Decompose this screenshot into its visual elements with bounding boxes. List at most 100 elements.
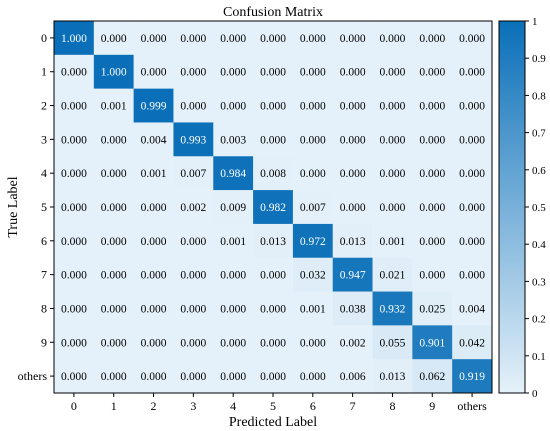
- heatmap-cell: [54, 257, 95, 292]
- heatmap-cell: [292, 190, 334, 225]
- y-axis-label: True Label: [6, 176, 21, 237]
- cell-value-label: 0.000: [419, 33, 445, 45]
- heatmap-cell: [213, 325, 254, 360]
- heatmap-cell: [412, 291, 453, 326]
- colorbar-tick-label: 0.6: [532, 165, 546, 177]
- cell-value-label: 0.000: [180, 371, 206, 383]
- colorbar-tick-label: 0.2: [532, 314, 546, 326]
- heatmap-cell: [213, 223, 254, 259]
- cell-value-label: 0.000: [300, 134, 326, 146]
- cell-value-label: 0.000: [61, 101, 87, 113]
- y-tick-label: 3: [41, 132, 47, 146]
- x-axis-label: Predicted Label: [229, 415, 317, 430]
- heatmap-cell: [133, 257, 174, 292]
- cell-value-label: 0.000: [419, 67, 445, 79]
- cell-value-label: 0.000: [260, 134, 286, 146]
- heatmap-cell: [332, 156, 373, 191]
- heatmap-cell: [253, 190, 294, 225]
- heatmap-cell: [93, 21, 134, 56]
- cell-value-label: 0.000: [260, 270, 286, 282]
- cell-value-label: 0.004: [459, 303, 485, 315]
- heatmap-cell: [213, 21, 254, 56]
- heatmap-cell: [93, 122, 134, 157]
- heatmap-cell: [452, 190, 493, 225]
- cell-value-label: 0.000: [101, 33, 127, 45]
- cell-value-label: 0.000: [141, 371, 167, 383]
- heatmap-cell: [253, 223, 294, 259]
- heatmap-cell: [372, 359, 413, 394]
- cell-value-label: 0.021: [380, 270, 406, 282]
- colorbar-tick-label: 0.5: [532, 202, 546, 214]
- cell-value-label: 0.972: [300, 236, 326, 248]
- cell-value-label: 0.001: [380, 236, 406, 248]
- cell-value-label: 0.000: [260, 33, 286, 45]
- heatmap-cell: [54, 54, 95, 89]
- cell-value-label: 0.000: [61, 236, 87, 248]
- heatmap-cell: [213, 88, 254, 123]
- heatmap-cell: [213, 359, 254, 394]
- cell-value-label: 0.000: [101, 168, 127, 180]
- cell-value-label: 0.000: [419, 168, 445, 180]
- heatmap-cell: [213, 156, 254, 191]
- cell-value-label: 0.932: [380, 303, 406, 315]
- x-tick-label: 8: [389, 399, 395, 413]
- cell-value-label: 0.000: [220, 303, 246, 315]
- cell-value-label: 0.000: [300, 337, 326, 349]
- cell-value-label: 0.002: [340, 337, 366, 349]
- colorbar-gradient: [498, 20, 526, 394]
- cell-value-label: 0.000: [101, 134, 127, 146]
- cell-value-label: 0.000: [459, 236, 485, 248]
- heatmap-cell: [452, 257, 493, 292]
- colorbar-tick-label: 0.8: [532, 90, 546, 102]
- cell-value-label: 0.000: [220, 371, 246, 383]
- heatmap-cell: [253, 257, 294, 292]
- colorbar-tick-label: 0.4: [532, 239, 546, 251]
- heatmap-cell: [452, 21, 493, 56]
- colorbar-tick-label: 0: [532, 388, 538, 400]
- heatmap-cell: [412, 190, 453, 225]
- cell-value-label: 0.000: [419, 134, 445, 146]
- cell-value-label: 0.013: [340, 236, 366, 248]
- heatmap-cell: [452, 325, 493, 360]
- heatmap-cell: [253, 291, 294, 326]
- cell-value-label: 0.000: [260, 67, 286, 79]
- cell-value-label: 0.000: [180, 101, 206, 113]
- x-tick-label: 9: [429, 399, 435, 413]
- colorbar-tick-label: 0.9: [532, 53, 546, 65]
- cell-value-label: 0.000: [300, 371, 326, 383]
- heatmap-cell: [54, 21, 95, 56]
- heatmap-cell: [173, 190, 214, 225]
- cell-value-label: 0.000: [260, 371, 286, 383]
- cell-value-label: 0.000: [300, 101, 326, 113]
- cell-value-label: 0.009: [220, 202, 246, 214]
- cell-value-label: 0.000: [180, 303, 206, 315]
- cell-value-label: 0.000: [220, 101, 246, 113]
- cell-value-label: 0.008: [260, 168, 286, 180]
- cell-value-label: 0.000: [459, 168, 485, 180]
- heatmap-cell: [412, 325, 453, 360]
- heatmap-cell: [133, 190, 174, 225]
- heatmap-cell: [93, 223, 134, 259]
- heatmap-cell: [213, 291, 254, 326]
- y-tick-label: 2: [41, 99, 47, 113]
- heatmap-cell: [173, 291, 214, 326]
- cell-value-label: 0.038: [340, 303, 366, 315]
- colorbar-tick-label: 0.1: [532, 351, 546, 363]
- cell-value-label: 0.002: [180, 202, 206, 214]
- cell-value-label: 0.000: [340, 202, 366, 214]
- heatmap-cell: [93, 325, 134, 360]
- heatmap-cell: [133, 54, 174, 89]
- heatmap-cell: [452, 122, 493, 157]
- cell-value-label: 0.000: [101, 337, 127, 349]
- heatmap-cell: [173, 122, 214, 157]
- heatmap-cell: [372, 325, 413, 360]
- cell-value-label: 0.000: [260, 303, 286, 315]
- cell-value-label: 0.042: [459, 337, 485, 349]
- x-tick-label: 7: [350, 399, 356, 413]
- heatmap-cell: [412, 122, 453, 157]
- heatmap-cell: [93, 88, 134, 123]
- cell-value-label: 0.000: [340, 101, 366, 113]
- cell-value-label: 0.000: [459, 270, 485, 282]
- cell-value-label: 0.000: [380, 101, 406, 113]
- heatmap-cell: [332, 223, 373, 259]
